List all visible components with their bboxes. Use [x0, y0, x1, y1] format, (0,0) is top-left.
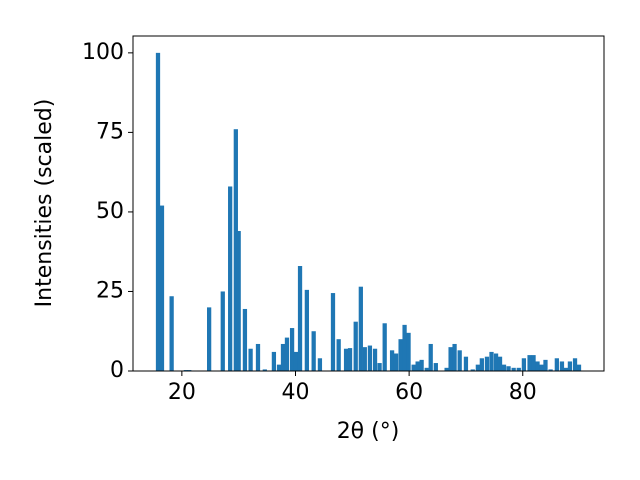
bar — [406, 332, 411, 371]
bar — [353, 321, 358, 371]
bar — [304, 289, 309, 371]
bar — [511, 367, 516, 371]
bar — [228, 186, 233, 371]
y-tick-label: 75 — [96, 119, 124, 144]
bar — [358, 286, 363, 371]
bar — [242, 308, 248, 371]
bar — [527, 355, 532, 371]
bar — [236, 231, 241, 371]
bar — [428, 343, 433, 371]
bar — [563, 367, 569, 371]
bar — [452, 343, 457, 371]
bar — [271, 351, 277, 371]
bar — [155, 52, 161, 371]
bar — [367, 345, 373, 371]
bar — [411, 364, 416, 371]
bar — [382, 323, 387, 371]
bar — [535, 361, 540, 371]
bar — [484, 356, 490, 371]
bar — [448, 347, 453, 371]
bar — [479, 358, 484, 371]
x-tick-label: 60 — [395, 380, 423, 405]
bar — [276, 364, 282, 371]
bar — [576, 364, 582, 371]
bar — [330, 293, 336, 371]
bar — [539, 364, 544, 371]
x-axis-label: 2θ (°) — [337, 419, 400, 444]
bar — [255, 343, 261, 371]
bar — [489, 351, 494, 371]
bar — [297, 266, 303, 371]
bar — [506, 366, 511, 371]
y-tick-label: 0 — [110, 358, 124, 383]
bar — [470, 369, 475, 371]
y-tick-label: 50 — [96, 199, 124, 224]
bar — [233, 129, 238, 371]
bar — [280, 343, 286, 371]
y-axis-label: Intensities (scaled) — [32, 99, 57, 308]
bar — [531, 355, 536, 371]
bar — [311, 331, 316, 371]
bar — [521, 358, 527, 371]
bar — [248, 348, 253, 371]
bar — [262, 369, 267, 371]
plot-frame — [132, 35, 605, 372]
bar — [543, 359, 548, 371]
bar — [457, 350, 462, 371]
bar — [362, 347, 367, 371]
bar — [424, 367, 429, 371]
bar — [393, 353, 399, 371]
bar — [343, 348, 349, 371]
y-tick-label: 100 — [82, 40, 124, 65]
x-tick-label: 20 — [168, 380, 196, 405]
x-tick-label: 80 — [509, 380, 537, 405]
bar — [501, 364, 507, 371]
bar — [497, 356, 503, 371]
bar — [572, 358, 578, 371]
bar — [567, 361, 573, 371]
bar — [433, 363, 438, 371]
bar — [347, 348, 353, 371]
bar — [220, 291, 225, 371]
bar — [372, 348, 378, 371]
bar — [493, 353, 499, 371]
bar — [293, 351, 299, 371]
bar — [444, 367, 449, 371]
bar — [516, 367, 521, 371]
bar — [389, 350, 395, 371]
bar — [419, 359, 424, 371]
bar — [475, 364, 481, 371]
bar — [169, 296, 174, 371]
bar — [289, 328, 295, 371]
bar — [463, 356, 469, 371]
bar — [207, 307, 212, 371]
y-tick-label: 25 — [96, 278, 124, 303]
bar — [402, 324, 407, 371]
bar — [548, 369, 553, 371]
bar — [336, 339, 341, 371]
bar — [317, 358, 323, 371]
bar — [377, 363, 382, 371]
bar — [554, 358, 559, 371]
bar — [398, 339, 403, 371]
x-tick-label: 40 — [281, 380, 309, 405]
bar — [559, 361, 565, 371]
bar — [159, 205, 165, 371]
bar — [284, 337, 290, 371]
bar — [415, 361, 420, 371]
